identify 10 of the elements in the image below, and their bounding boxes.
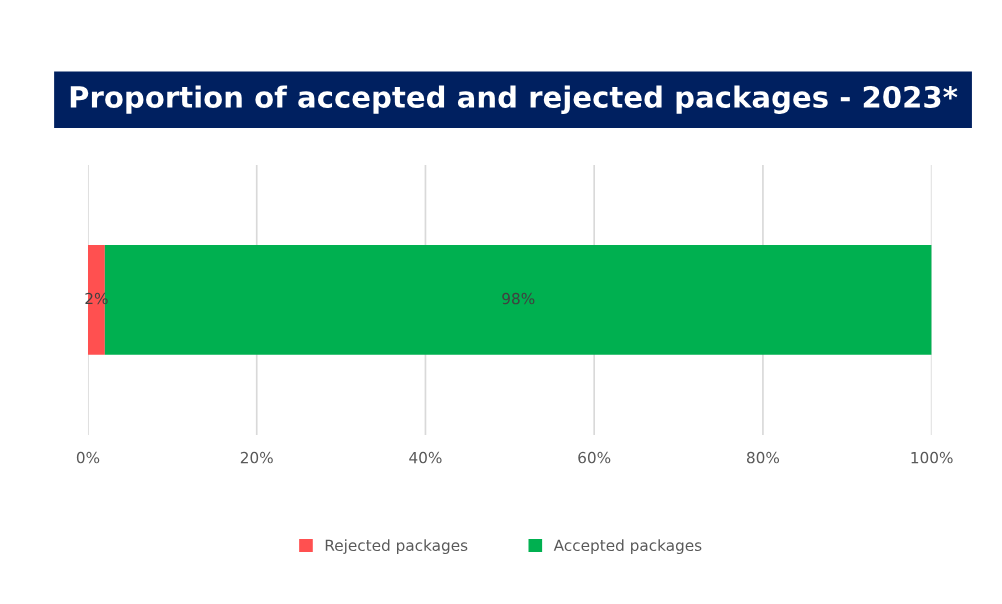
- x-tick-label: 20%: [240, 451, 273, 464]
- x-tick-label: 60%: [578, 451, 611, 464]
- chart-title: Proportion of accepted and rejected packages - 2023*: [70, 85, 958, 114]
- data-label: 98%: [502, 292, 535, 305]
- x-tick-label: 80%: [746, 451, 780, 464]
- x-tick-label: 0%: [76, 451, 100, 464]
- x-tick-label: 100%: [911, 451, 953, 464]
- legend-label: Accepted packages: [553, 539, 702, 555]
- legend-label: Rejected packages: [325, 539, 468, 555]
- x-tick-label: 40%: [409, 451, 442, 464]
